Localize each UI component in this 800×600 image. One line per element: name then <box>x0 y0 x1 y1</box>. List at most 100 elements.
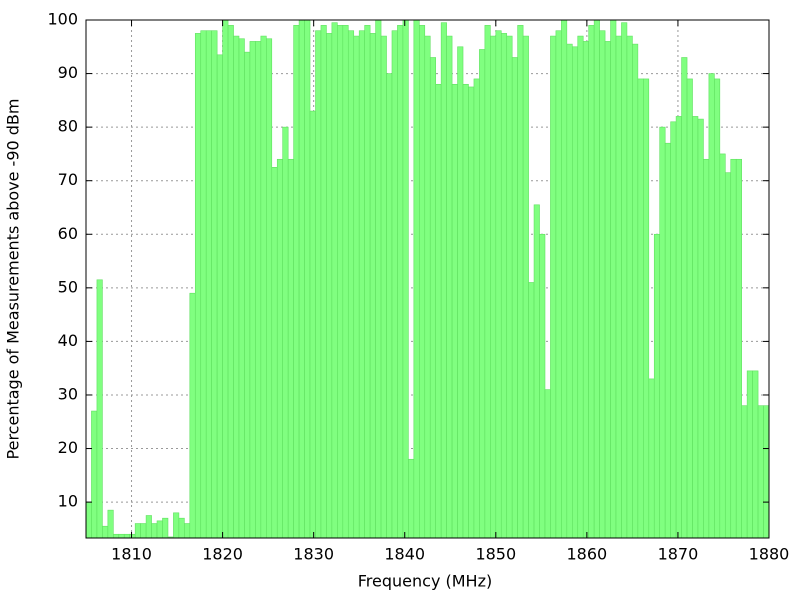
bar <box>375 19 382 539</box>
bar <box>424 35 431 539</box>
y-tick-label: 90 <box>58 63 78 82</box>
bar <box>637 78 644 539</box>
bar <box>429 57 436 539</box>
bar <box>151 523 158 539</box>
bar <box>173 512 180 539</box>
bar <box>539 233 546 539</box>
bar <box>604 41 611 539</box>
y-axis-label: Percentage of Measurements above -90 dBm <box>4 99 23 460</box>
bar <box>610 19 617 539</box>
bar <box>528 282 535 539</box>
bar <box>490 35 497 539</box>
x-tick-label: 1870 <box>658 545 699 564</box>
bar <box>118 533 125 539</box>
bar <box>763 405 770 539</box>
x-tick-label: 1810 <box>111 545 152 564</box>
bar <box>555 30 562 539</box>
bar <box>233 35 240 539</box>
bar <box>298 19 305 539</box>
bar <box>276 158 284 539</box>
bar <box>451 83 458 539</box>
bar <box>353 35 360 539</box>
bar <box>282 126 289 539</box>
bar <box>347 30 355 539</box>
bar <box>194 33 202 539</box>
bar <box>746 370 753 539</box>
bar <box>724 172 732 539</box>
bar <box>686 78 693 539</box>
bar <box>249 41 256 539</box>
bar <box>320 25 327 539</box>
bar <box>757 405 764 539</box>
bar <box>473 78 480 539</box>
y-tick-label: 10 <box>58 492 78 511</box>
bar <box>342 25 349 539</box>
bar <box>227 25 234 539</box>
bar <box>85 501 92 539</box>
bar <box>457 46 464 539</box>
bar <box>287 158 294 539</box>
x-tick-label: 1820 <box>202 545 243 564</box>
bar <box>692 116 699 539</box>
y-tick-label: 100 <box>47 10 78 29</box>
bar <box>435 83 442 539</box>
bar <box>255 41 262 539</box>
bar <box>315 30 322 539</box>
bar <box>113 533 120 539</box>
bar <box>337 25 344 539</box>
bar <box>162 517 169 539</box>
x-tick-label: 1840 <box>384 545 425 564</box>
bar <box>238 38 245 539</box>
bar <box>419 25 426 539</box>
bar <box>533 204 540 539</box>
bar <box>479 49 486 539</box>
bar <box>703 158 710 539</box>
bar <box>495 30 502 539</box>
bar <box>621 22 628 539</box>
bar <box>681 57 688 539</box>
bar <box>222 19 229 539</box>
bar <box>91 410 98 539</box>
bar <box>364 25 371 539</box>
bar <box>550 35 557 539</box>
bar <box>102 525 109 539</box>
bar <box>522 35 529 539</box>
bar <box>96 279 103 539</box>
y-tick-label: 70 <box>58 170 78 189</box>
y-tick-label: 80 <box>58 117 78 136</box>
bar <box>391 30 398 539</box>
bar <box>730 158 737 539</box>
bar <box>735 158 742 539</box>
bar <box>178 517 185 539</box>
bar <box>511 57 518 539</box>
bar <box>653 233 661 539</box>
bar <box>741 405 748 539</box>
bar <box>331 22 338 539</box>
bar <box>271 167 278 539</box>
bar <box>413 19 420 539</box>
bar <box>675 116 682 539</box>
bar <box>145 515 152 539</box>
bar <box>326 33 333 539</box>
bar <box>561 19 568 539</box>
bar <box>670 121 677 539</box>
bar <box>517 25 524 539</box>
bar <box>205 30 212 539</box>
bar <box>216 54 223 539</box>
bar <box>648 378 655 539</box>
bar <box>599 30 606 539</box>
bar <box>304 19 311 539</box>
bar <box>380 35 387 539</box>
y-tick-label: 30 <box>58 384 78 403</box>
x-tick-label: 1880 <box>749 545 790 564</box>
bar <box>626 35 633 539</box>
bar <box>266 38 273 539</box>
y-tick-label: 20 <box>58 438 78 457</box>
bar <box>123 533 131 539</box>
bar <box>752 370 759 539</box>
y-tick-label: 40 <box>58 331 78 350</box>
bar <box>184 523 191 539</box>
bar <box>260 35 267 539</box>
plot-frame <box>85 19 770 539</box>
bar <box>397 25 404 539</box>
